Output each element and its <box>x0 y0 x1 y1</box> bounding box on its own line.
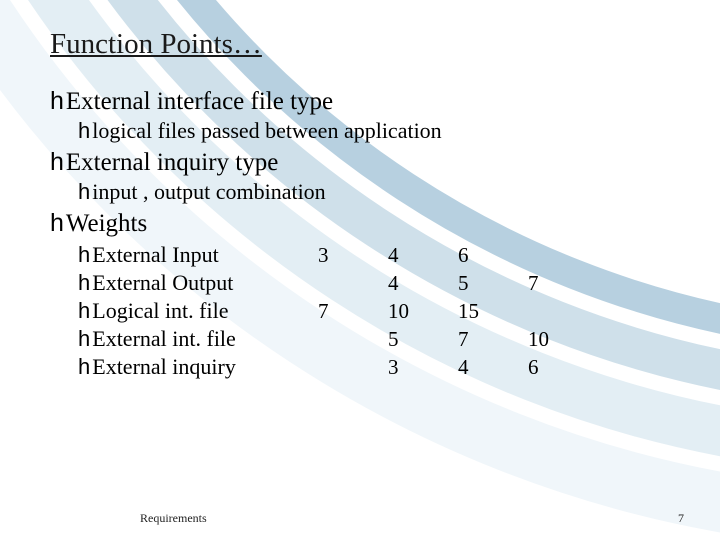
cell: 3 <box>318 243 388 268</box>
cell: 10 <box>388 299 458 324</box>
cell: 4 <box>388 271 458 296</box>
cell: 5 <box>458 271 528 296</box>
row-label: External Input <box>92 242 218 268</box>
bullet-subitem: h input , output combination <box>78 179 670 205</box>
slide-content: Function Points… h External interface fi… <box>0 0 720 380</box>
bullet-icon: h <box>78 270 90 296</box>
bullet-icon: h <box>78 179 90 205</box>
row-label: External int. file <box>92 326 236 352</box>
page-number: 7 <box>678 511 684 526</box>
bullet-icon: h <box>50 209 64 238</box>
bullet-subitem: h logical files passed between applicati… <box>78 118 670 144</box>
table-row: h External int. file 5 7 10 <box>78 326 670 352</box>
row-label: External inquiry <box>92 354 236 380</box>
cell: 4 <box>388 243 458 268</box>
cell: 15 <box>458 299 528 324</box>
bullet-icon: h <box>50 87 64 116</box>
cell: 7 <box>318 299 388 324</box>
slide-title: Function Points… <box>50 28 670 61</box>
bullet-text: External interface file type <box>66 88 333 116</box>
cell: 6 <box>458 243 528 268</box>
bullet-text: Weights <box>66 210 147 238</box>
table-row: h Logical int. file 7 10 15 <box>78 298 670 324</box>
bullet-icon: h <box>78 298 90 324</box>
cell: 7 <box>458 327 528 352</box>
bullet-icon: h <box>78 326 90 352</box>
weights-table: h External Input 3 4 6 h External Output… <box>50 242 670 380</box>
cell: 5 <box>388 327 458 352</box>
table-row: h External inquiry 3 4 6 <box>78 354 670 380</box>
bullet-text: input , output combination <box>92 179 325 205</box>
bullet-icon: h <box>78 354 90 380</box>
bullet-icon: h <box>50 148 64 177</box>
row-label: External Output <box>92 270 233 296</box>
bullet-item: h Weights <box>50 209 670 238</box>
footer-left: Requirements <box>140 511 207 526</box>
bullet-icon: h <box>78 118 90 144</box>
row-label: Logical int. file <box>92 298 228 324</box>
bullet-item: h External inquiry type <box>50 148 670 177</box>
table-row: h External Input 3 4 6 <box>78 242 670 268</box>
table-row: h External Output 4 5 7 <box>78 270 670 296</box>
bullet-icon: h <box>78 242 90 268</box>
cell: 6 <box>528 355 598 380</box>
bullet-item: h External interface file type <box>50 87 670 116</box>
slide-footer: Requirements 7 <box>0 511 720 526</box>
cell: 7 <box>528 271 598 296</box>
cell: 4 <box>458 355 528 380</box>
cell: 10 <box>528 327 598 352</box>
bullet-text: External inquiry type <box>66 149 278 177</box>
bullet-text: logical files passed between application <box>92 118 441 144</box>
cell: 3 <box>388 355 458 380</box>
